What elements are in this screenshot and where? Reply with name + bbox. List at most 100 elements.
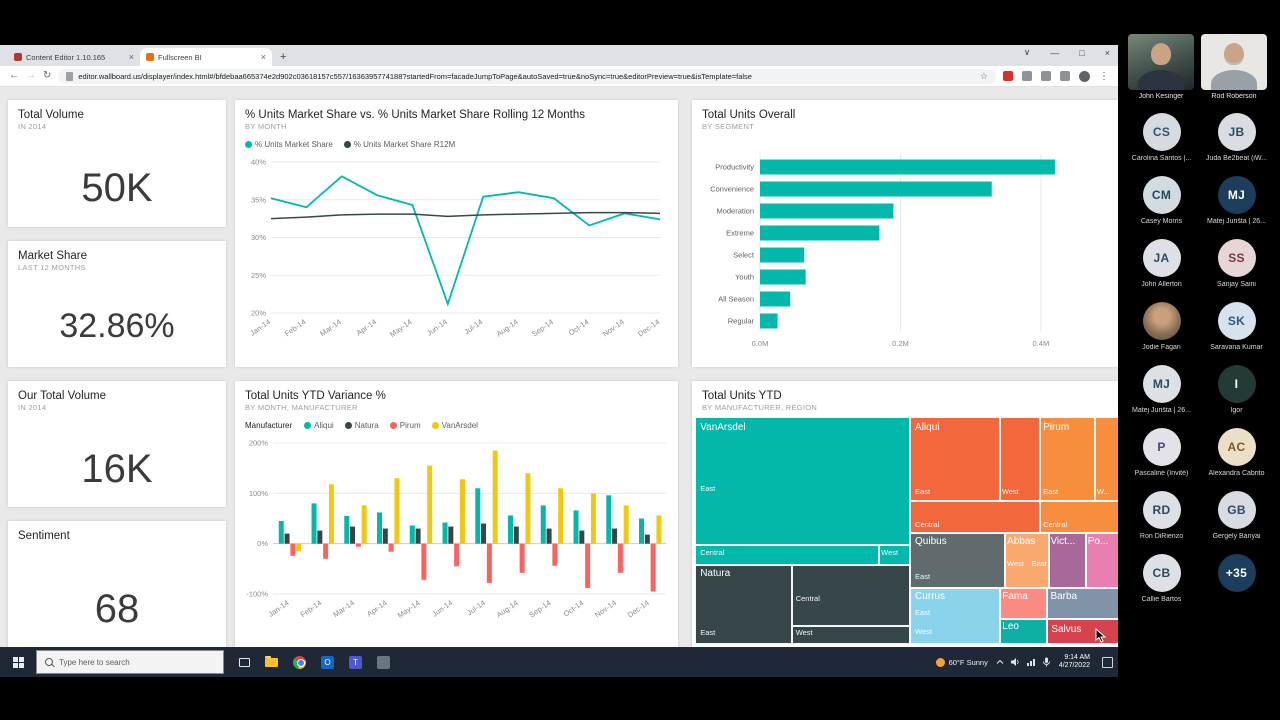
legend-item[interactable]: % Units Market Share R12M xyxy=(343,140,455,149)
extensions-puzzle-icon[interactable] xyxy=(1041,71,1051,81)
close-button[interactable]: × xyxy=(1104,47,1110,58)
treemap-tile[interactable] xyxy=(792,626,910,644)
participant-avatar[interactable] xyxy=(1142,302,1181,340)
kpi-card-total-volume[interactable]: Total Volume IN 2014 50K xyxy=(8,100,226,227)
participant-avatar[interactable]: GB xyxy=(1217,491,1256,529)
treemap-tile[interactable] xyxy=(695,565,793,644)
mic-icon[interactable] xyxy=(1042,657,1051,667)
participant[interactable]: CS Carolina Santos |... xyxy=(1125,113,1199,163)
legend-item[interactable]: Natura xyxy=(344,421,379,430)
chart-card-market-share-line[interactable]: % Units Market Share vs. % Units Market … xyxy=(235,100,678,367)
line-chart[interactable]: 40% 35% 30% 25% 20% Jan-14 Feb-14 Mar-14 Apr-14 M… xyxy=(237,154,674,363)
treemap-tile[interactable] xyxy=(1095,417,1118,501)
treemap-tile[interactable] xyxy=(999,619,1048,644)
legend-item[interactable]: VanArsdel xyxy=(431,421,478,430)
minimize-button[interactable]: — xyxy=(1050,47,1060,58)
grouped-bar-chart[interactable]: 200% 100% 0% -100% Jan-14 Feb-14 Mar-14 Apr-14 M… xyxy=(237,435,674,644)
treemap-tile[interactable] xyxy=(1004,532,1049,588)
outlook-icon[interactable]: O xyxy=(321,655,334,669)
chart-card-total-units-overall[interactable]: Total Units Overall BY SEGMENT 0.0M 0.2M 0… xyxy=(692,100,1118,367)
menu-kebab-icon[interactable]: ⋮ xyxy=(1099,70,1109,82)
treemap-tile[interactable] xyxy=(909,532,1005,588)
participant[interactable]: I Igor xyxy=(1200,365,1274,415)
tab-close-icon[interactable]: × xyxy=(260,51,266,62)
treemap-tile[interactable] xyxy=(1040,500,1118,533)
taskbar-clock[interactable]: 9:14 AM 4/27/2022 xyxy=(1059,654,1090,671)
tab-search-chevron-icon[interactable]: ∨ xyxy=(1023,47,1031,57)
tab-content-editor[interactable]: Content Editor 1.10.165 × xyxy=(8,48,140,66)
address-bar[interactable]: editor.wallboard.us/displayer/index.html… xyxy=(58,68,996,84)
teams-icon[interactable]: T xyxy=(349,655,362,669)
start-button[interactable] xyxy=(0,647,36,677)
participant[interactable]: Jodie Fagan xyxy=(1125,302,1199,352)
treemap-tile[interactable] xyxy=(1047,619,1118,644)
notification-center-icon[interactable] xyxy=(1102,656,1113,668)
participant[interactable]: RD Ron DiRienzo xyxy=(1125,491,1199,541)
treemap-tile[interactable] xyxy=(1000,417,1041,501)
participant-avatar[interactable]: MJ xyxy=(1142,365,1181,403)
taskbar-search[interactable]: Type here to search xyxy=(36,650,224,674)
participant-avatar[interactable]: SK xyxy=(1217,302,1256,340)
legend-item[interactable]: % Units Market Share xyxy=(245,140,333,149)
participant[interactable]: CB Callie Bartos xyxy=(1125,554,1199,604)
kpi-card-market-share[interactable]: Market Share LAST 12 MONTHS 32.86% xyxy=(8,241,226,367)
site-info-icon[interactable] xyxy=(66,71,74,81)
treemap-tile[interactable] xyxy=(695,545,880,565)
participant-avatar[interactable]: MJ xyxy=(1217,176,1256,214)
participant[interactable]: SS Sanjay Saini xyxy=(1200,239,1274,289)
chart-card-ytd-variance[interactable]: Total Units YTD Variance % BY MONTH, MAN… xyxy=(235,381,678,647)
participant-avatar[interactable]: CS xyxy=(1142,113,1181,151)
participant[interactable]: JB Juda Be2beat (iW... xyxy=(1200,113,1274,163)
chevron-up-icon[interactable] xyxy=(996,658,1004,666)
reload-button[interactable]: ↻ xyxy=(43,70,52,81)
chrome-icon[interactable] xyxy=(293,655,306,669)
legend-item[interactable]: Pirum xyxy=(389,421,421,430)
participant[interactable]: SK Saravana Kumar xyxy=(1200,302,1274,352)
treemap-tile[interactable] xyxy=(1085,532,1118,588)
tab-fullscreen-bi[interactable]: Fullscreen BI × xyxy=(140,48,272,66)
treemap-tile[interactable] xyxy=(999,587,1048,620)
treemap-tile[interactable] xyxy=(909,417,1001,501)
weather-widget[interactable]: 60°F Sunny xyxy=(935,657,988,667)
participant[interactable]: AC Alexandra Cabrito xyxy=(1200,428,1274,478)
side-panel-icon[interactable] xyxy=(1060,71,1070,81)
participant-avatar[interactable]: AC xyxy=(1217,428,1256,466)
file-explorer-icon[interactable] xyxy=(265,655,278,667)
treemap-tile[interactable] xyxy=(695,417,910,546)
participant[interactable]: CM Casey Morris xyxy=(1125,176,1199,226)
speaker-icon[interactable] xyxy=(1010,657,1020,667)
extension-red-icon[interactable] xyxy=(1003,71,1013,81)
treemap-tile[interactable] xyxy=(909,587,1000,644)
legend-item[interactable]: Aliqui xyxy=(304,421,334,430)
participant-avatar[interactable]: JA xyxy=(1142,239,1181,277)
maximize-button[interactable]: □ xyxy=(1079,47,1085,58)
participant-avatar[interactable]: JB xyxy=(1217,113,1256,151)
chart-card-total-units-ytd[interactable]: Total Units YTD BY MANUFACTURER, REGION … xyxy=(692,381,1118,647)
participant[interactable]: JA John Allerton xyxy=(1125,239,1199,289)
new-tab-button[interactable]: + xyxy=(280,51,287,63)
bar-chart[interactable]: 0.0M 0.2M 0.4M Productivity Convenience Moder… xyxy=(692,144,1118,363)
participant[interactable]: P Pascaline (Invité) xyxy=(1125,428,1199,478)
participant-avatar[interactable]: I xyxy=(1217,365,1256,403)
cast-icon[interactable] xyxy=(1022,71,1032,81)
treemap-tile[interactable] xyxy=(1047,587,1118,620)
forward-button[interactable]: → xyxy=(26,70,36,81)
participant-avatar[interactable]: SS xyxy=(1217,239,1256,277)
participant-avatar[interactable]: CB xyxy=(1142,554,1181,592)
participant[interactable]: MJ Matej Jurišta | 26... xyxy=(1125,365,1199,415)
participant-video[interactable]: John Kesinger xyxy=(1128,34,1194,100)
profile-icon[interactable] xyxy=(1079,70,1090,82)
treemap-tile[interactable] xyxy=(1040,417,1096,501)
treemap-tile[interactable] xyxy=(909,500,1041,533)
participant-avatar[interactable]: P xyxy=(1142,428,1181,466)
treemap-tile[interactable] xyxy=(1048,532,1086,588)
treemap-tile[interactable] xyxy=(792,565,910,627)
treemap-tile[interactable] xyxy=(879,545,910,565)
kpi-card-our-total-volume[interactable]: Our Total Volume IN 2014 16K xyxy=(8,381,226,507)
tab-close-icon[interactable]: × xyxy=(128,51,134,62)
participant-avatar[interactable]: CM xyxy=(1142,176,1181,214)
participant[interactable]: MJ Matej Jurišta | 26... xyxy=(1200,176,1274,226)
network-icon[interactable] xyxy=(1026,657,1036,667)
task-view-icon[interactable] xyxy=(239,657,250,667)
participant[interactable]: GB Gergely Bányai xyxy=(1200,491,1274,541)
